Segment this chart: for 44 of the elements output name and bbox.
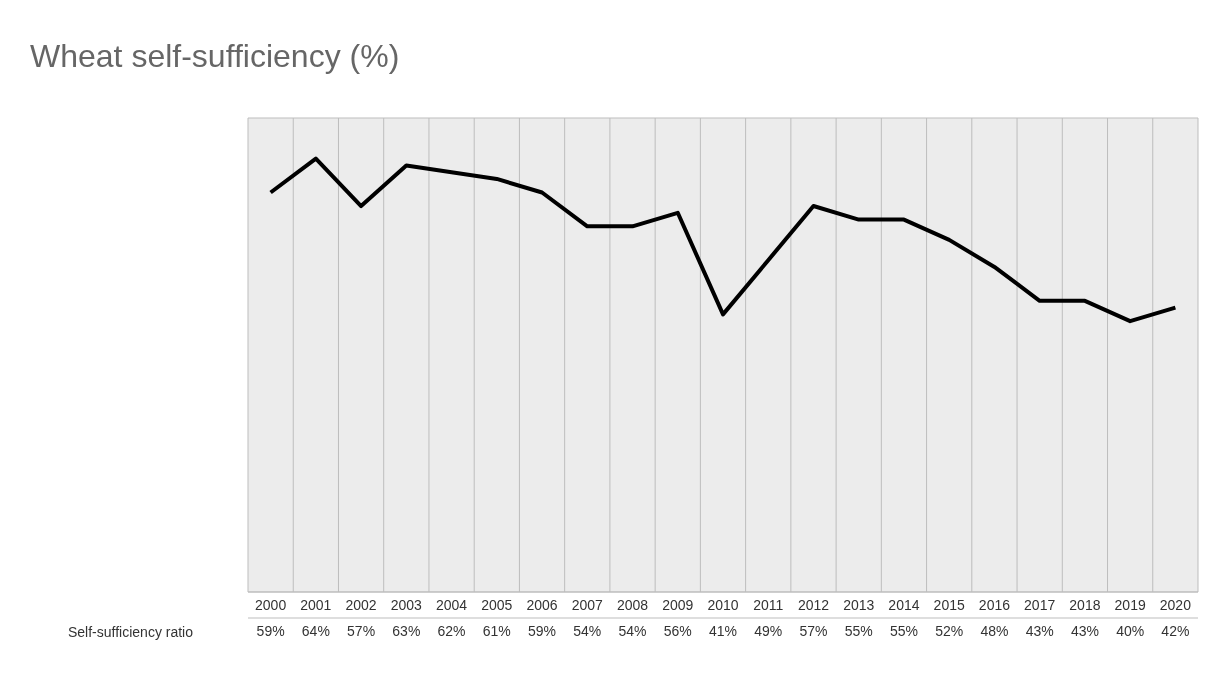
x-tick-label: 2018 xyxy=(1069,596,1101,613)
data-label: 42% xyxy=(1161,622,1190,639)
x-tick-label: 2020 xyxy=(1159,596,1192,613)
chart-title: Wheat self-sufficiency (%) xyxy=(30,38,400,75)
data-label: 48% xyxy=(980,622,1009,639)
data-label: 59% xyxy=(528,622,557,639)
data-label: 55% xyxy=(889,622,918,639)
data-label: 43% xyxy=(1025,622,1054,639)
x-tick-label: 2006 xyxy=(526,596,558,613)
x-tick-label: 2004 xyxy=(435,596,468,613)
data-label: 54% xyxy=(618,622,647,639)
data-label: 61% xyxy=(482,622,511,639)
data-label: 54% xyxy=(573,622,602,639)
x-tick-label: 2019 xyxy=(1114,596,1146,613)
x-tick-label: 2008 xyxy=(616,596,649,613)
x-tick-label: 2011 xyxy=(753,596,784,613)
data-label: 64% xyxy=(301,622,330,639)
x-tick-label: 2009 xyxy=(662,596,694,613)
data-label: 40% xyxy=(1116,622,1145,639)
data-label: 43% xyxy=(1070,622,1099,639)
data-label: 59% xyxy=(256,622,285,639)
x-tick-label: 2002 xyxy=(345,596,377,613)
x-tick-label: 2012 xyxy=(797,596,830,613)
text: Self-sufficiency ratio xyxy=(68,624,194,640)
x-tick-label: 2013 xyxy=(843,596,875,613)
x-tick-label: 2005 xyxy=(481,596,513,613)
data-label: 49% xyxy=(754,622,783,639)
x-tick-label: 2001 xyxy=(300,596,332,613)
x-tick-label: 2014 xyxy=(888,596,920,613)
data-label: 41% xyxy=(708,622,738,639)
x-tick-label: 2015 xyxy=(933,596,965,613)
x-tick-label: 2017 xyxy=(1024,596,1056,613)
x-tick-label: 2003 xyxy=(390,596,423,613)
x-tick-label: 2007 xyxy=(571,596,604,613)
x-tick-label: 2010 xyxy=(707,596,739,613)
data-label: 57% xyxy=(799,622,828,639)
data-label: 56% xyxy=(663,622,692,639)
data-label: 62% xyxy=(437,622,466,639)
x-tick-label: 2016 xyxy=(978,596,1011,613)
data-label: 52% xyxy=(935,622,964,639)
data-label: 57% xyxy=(347,622,376,639)
data-label: 55% xyxy=(844,622,873,639)
data-label: 63% xyxy=(392,622,421,639)
x-tick-label: 2000 xyxy=(255,596,287,613)
